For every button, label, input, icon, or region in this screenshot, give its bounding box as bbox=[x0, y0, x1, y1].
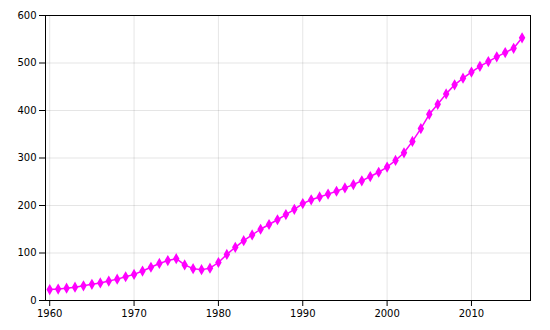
svg-text:1990: 1990 bbox=[290, 308, 315, 319]
svg-text:1960: 1960 bbox=[37, 308, 62, 319]
svg-text:200: 200 bbox=[17, 200, 36, 211]
svg-text:600: 600 bbox=[17, 10, 36, 21]
svg-text:300: 300 bbox=[17, 152, 36, 163]
svg-text:0: 0 bbox=[30, 295, 36, 306]
svg-text:400: 400 bbox=[17, 105, 36, 116]
svg-text:2000: 2000 bbox=[374, 308, 399, 319]
svg-text:500: 500 bbox=[17, 57, 36, 68]
svg-text:2010: 2010 bbox=[459, 308, 484, 319]
svg-text:1970: 1970 bbox=[121, 308, 146, 319]
svg-text:1980: 1980 bbox=[206, 308, 231, 319]
svg-text:100: 100 bbox=[17, 247, 36, 258]
